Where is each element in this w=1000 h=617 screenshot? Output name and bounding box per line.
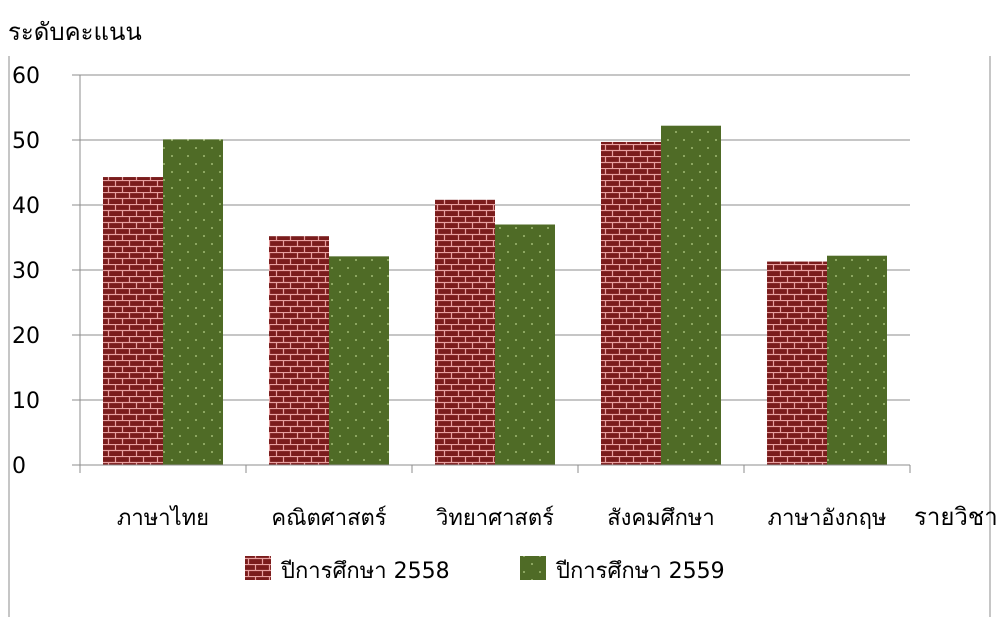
y-axis-ticks: 0 10 20 30 40 50 60 [12, 64, 80, 479]
legend: ปีการศึกษา 2558 ปีการศึกษา 2559 [245, 556, 725, 584]
y-tick-label: 10 [12, 389, 40, 414]
x-tick-label: คณิตศาสตร์ [271, 506, 386, 531]
y-axis-title: ระดับคะแนน [8, 18, 142, 46]
y-tick-label: 0 [12, 454, 26, 479]
y-tick-label: 60 [12, 64, 40, 89]
bar-2559-0 [163, 139, 223, 465]
bar-2559-1 [329, 256, 389, 465]
y-tick-label: 40 [12, 194, 40, 219]
y-tick-label: 30 [12, 259, 40, 284]
bar-2559-4 [827, 255, 887, 465]
legend-label: ปีการศึกษา 2559 [555, 559, 725, 584]
legend-label: ปีการศึกษา 2558 [280, 559, 450, 584]
x-tick-label: ภาษาไทย [117, 505, 209, 531]
bar-2558-0 [103, 177, 163, 466]
x-tick-label: สังคมศึกษา [607, 506, 715, 531]
bar-2559-2 [495, 224, 555, 465]
x-tick-label: วิทยาศาสตร์ [435, 506, 554, 531]
axes [79, 75, 911, 473]
bar-2558-4 [767, 261, 827, 465]
bar-2558-1 [269, 236, 329, 465]
bar-2558-2 [435, 199, 495, 466]
legend-swatch [245, 556, 271, 580]
bars [103, 125, 887, 466]
x-axis-labels: ภาษาไทย คณิตศาสตร์ วิทยาศาสตร์ สังคมศึกษา ภา… [117, 505, 886, 531]
x-axis-title: รายวิชา [914, 503, 998, 531]
y-tick-label: 50 [12, 129, 40, 154]
bar-2559-3 [661, 125, 721, 465]
bar-2558-3 [601, 141, 661, 465]
x-tick-label: ภาษาอังกฤษ [768, 506, 887, 531]
legend-swatch [520, 556, 546, 580]
y-tick-label: 20 [12, 324, 40, 349]
